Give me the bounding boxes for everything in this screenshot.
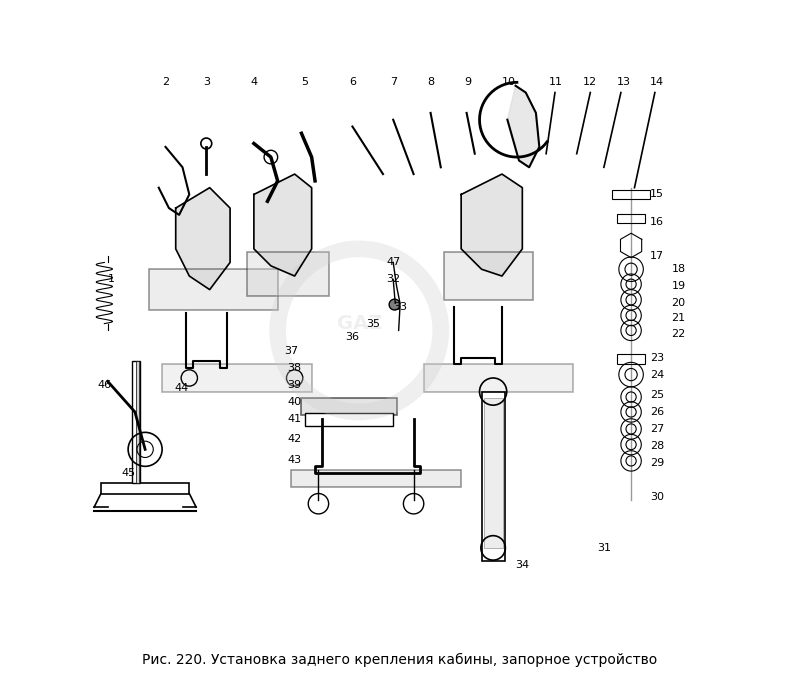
Text: 7: 7: [390, 77, 397, 87]
Text: 45: 45: [121, 468, 135, 478]
Bar: [162, 365, 312, 391]
Text: 32: 32: [386, 275, 400, 284]
Bar: [131, 361, 140, 484]
Bar: [302, 398, 397, 416]
Text: 5: 5: [302, 77, 308, 87]
Text: 29: 29: [650, 458, 664, 468]
Text: 38: 38: [287, 363, 302, 373]
Bar: [618, 354, 645, 364]
Text: 1: 1: [108, 275, 114, 284]
Text: 24: 24: [650, 369, 664, 380]
Text: 28: 28: [650, 441, 664, 451]
Polygon shape: [254, 174, 312, 276]
Text: 27: 27: [650, 424, 664, 434]
Bar: [612, 190, 650, 200]
Text: 23: 23: [650, 352, 664, 363]
Text: 9: 9: [465, 77, 471, 87]
Circle shape: [201, 138, 212, 149]
Bar: [291, 470, 461, 486]
Text: 3: 3: [202, 77, 210, 87]
Text: 43: 43: [287, 455, 302, 464]
Bar: [101, 484, 190, 493]
Text: 17: 17: [650, 250, 664, 261]
Text: 18: 18: [672, 264, 686, 275]
Text: 35: 35: [366, 319, 380, 329]
Text: 39: 39: [287, 380, 302, 390]
Text: 44: 44: [174, 383, 188, 393]
Text: 36: 36: [346, 332, 359, 342]
Text: 12: 12: [583, 77, 598, 87]
Text: 46: 46: [98, 380, 111, 390]
Bar: [424, 365, 574, 391]
Text: 47: 47: [386, 257, 400, 268]
Text: Рис. 220. Установка заднего крепления кабины, запорное устройство: Рис. 220. Установка заднего крепления ка…: [142, 653, 658, 667]
Text: GAZ: GAZ: [337, 314, 382, 333]
Text: 4: 4: [250, 77, 258, 87]
Circle shape: [389, 299, 400, 310]
Text: 6: 6: [349, 77, 356, 87]
Text: 42: 42: [287, 434, 302, 444]
Text: 33: 33: [393, 301, 407, 312]
Bar: [444, 252, 533, 300]
Polygon shape: [507, 86, 539, 167]
Text: 19: 19: [672, 281, 686, 291]
Text: 2: 2: [162, 77, 169, 87]
Bar: [618, 213, 645, 223]
Bar: [247, 252, 329, 297]
Text: 22: 22: [671, 329, 686, 338]
Bar: [483, 398, 503, 548]
Bar: [136, 361, 139, 484]
Bar: [305, 413, 394, 426]
Text: 31: 31: [597, 543, 611, 553]
Text: 34: 34: [515, 560, 530, 570]
Text: 37: 37: [284, 346, 298, 356]
Bar: [149, 269, 278, 310]
Polygon shape: [176, 188, 230, 290]
Text: 30: 30: [650, 492, 664, 502]
Text: 20: 20: [672, 298, 686, 308]
Text: 14: 14: [650, 77, 664, 87]
Text: 25: 25: [650, 390, 664, 400]
Text: 11: 11: [550, 77, 563, 87]
Polygon shape: [461, 174, 522, 276]
Text: 10: 10: [502, 77, 516, 87]
Text: 26: 26: [650, 407, 664, 417]
Text: 8: 8: [427, 77, 434, 87]
Bar: [482, 391, 506, 561]
Text: 16: 16: [650, 217, 664, 226]
Text: 13: 13: [618, 77, 631, 87]
Text: 40: 40: [287, 397, 302, 407]
Text: 15: 15: [650, 189, 664, 200]
Text: 41: 41: [287, 413, 302, 424]
Circle shape: [264, 150, 278, 164]
Text: 21: 21: [672, 313, 686, 323]
